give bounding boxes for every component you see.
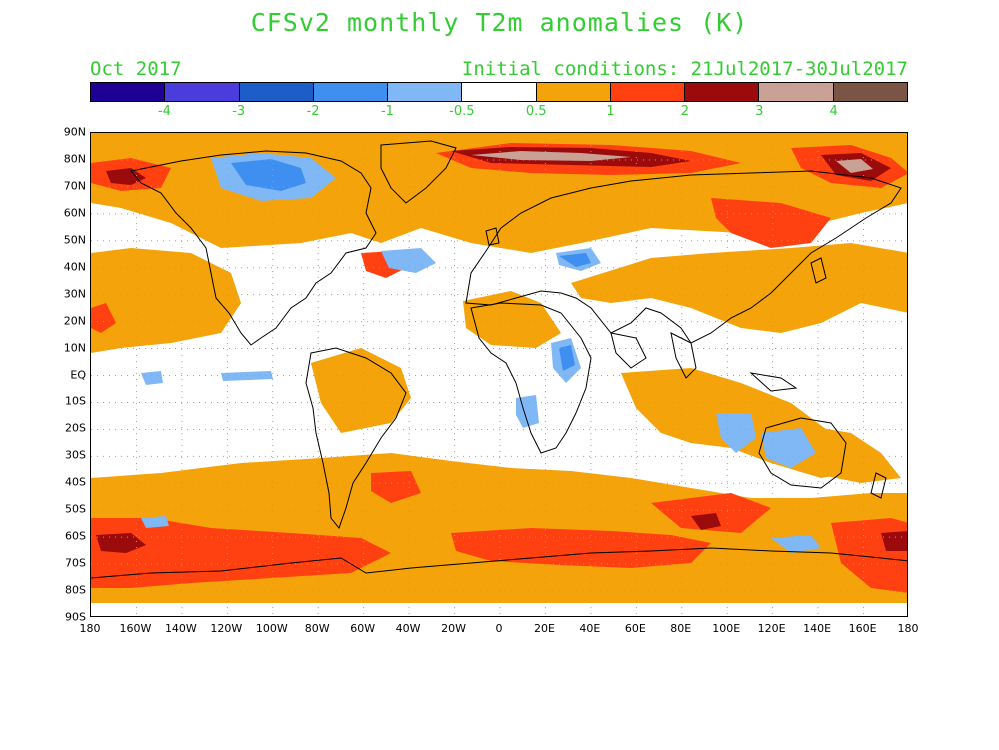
latitude-label: 50S xyxy=(65,502,86,516)
colorbar-swatch xyxy=(536,83,611,101)
longitude-label: 140E xyxy=(803,622,832,635)
longitude-label: 20E xyxy=(533,622,555,635)
colorbar-swatch xyxy=(313,83,389,101)
colorbar-swatch xyxy=(462,83,537,101)
colorbar-tick-label: -2 xyxy=(306,104,320,119)
colorbar-swatch xyxy=(165,83,240,101)
map-title: CFSv2 monthly T2m anomalies (K) xyxy=(250,8,749,37)
anomaly-warm-2 xyxy=(91,143,907,593)
latitude-label: 90N xyxy=(63,125,86,139)
latitude-label: 80S xyxy=(65,583,86,597)
latitude-label: 60S xyxy=(65,529,86,543)
initial-conditions: Initial conditions: 21Jul2017-30Jul2017 xyxy=(461,58,908,80)
latitude-label: 70S xyxy=(65,556,86,570)
valid-month: Oct 2017 xyxy=(90,58,182,80)
latitude-label: EQ xyxy=(70,368,86,381)
colorbar-tick-label: -4 xyxy=(157,104,171,119)
longitude-label: 180 xyxy=(79,622,101,635)
longitude-label: 100W xyxy=(255,622,288,635)
longitude-label: 80W xyxy=(304,622,330,635)
longitude-label: 60W xyxy=(350,622,376,635)
anomaly-cool-1 xyxy=(231,159,591,371)
longitude-label: 40E xyxy=(579,622,601,635)
colorbar-swatch xyxy=(91,83,166,101)
latitude-label: 70N xyxy=(63,179,86,193)
colorbar-swatch xyxy=(685,83,760,101)
graticule xyxy=(91,133,907,616)
latitude-label: 90S xyxy=(65,610,86,624)
colorbar-tick-label: 4 xyxy=(829,104,838,119)
colorbar-swatch xyxy=(833,83,907,101)
colorbar-tick-label: 0.5 xyxy=(525,104,547,119)
longitude-label: 0 xyxy=(495,622,503,635)
longitude-label: 120E xyxy=(757,622,786,635)
colorbar-tick-label: 2 xyxy=(680,104,690,119)
longitude-label: 40W xyxy=(395,622,421,635)
latitude-label: 20N xyxy=(63,314,86,328)
anomaly-map xyxy=(90,132,908,617)
latitude-label: 40S xyxy=(65,475,86,489)
latitude-label: 50N xyxy=(63,233,86,247)
colorbar-legend xyxy=(90,82,908,102)
latitude-label: 30N xyxy=(63,287,86,301)
longitude-label: 60E xyxy=(624,622,646,635)
longitude-label: 160E xyxy=(848,622,877,635)
latitude-label: 10S xyxy=(65,394,86,408)
colorbar-swatch xyxy=(388,83,463,101)
colorbar-tick-label: -1 xyxy=(380,104,394,119)
colorbar-tick-label: 3 xyxy=(755,104,764,119)
latitude-label: 20S xyxy=(65,421,86,435)
latitude-label: 10N xyxy=(63,341,86,355)
longitude-label: 140W xyxy=(164,622,197,635)
colorbar-tick-label: 1 xyxy=(606,104,615,119)
colorbar-swatch xyxy=(759,83,834,101)
longitude-label: 180 xyxy=(897,622,919,635)
latitude-label: 60N xyxy=(63,206,86,220)
latitude-label: 80N xyxy=(63,152,86,166)
map-canvas xyxy=(91,133,907,616)
colorbar-labels: -4 -3 -2 -1 -0.5 0.5 1 2 3 4 xyxy=(90,104,908,122)
colorbar-swatch xyxy=(610,83,686,101)
colorbar-swatch xyxy=(239,83,314,101)
longitude-label: 80E xyxy=(670,622,692,635)
colorbar-tick-label: -3 xyxy=(232,104,246,119)
longitude-label: 100E xyxy=(712,622,741,635)
longitude-label: 160W xyxy=(119,622,152,635)
latitude-label: 40N xyxy=(63,260,86,274)
colorbar-tick-label: -0.5 xyxy=(449,104,475,119)
longitude-label: 120W xyxy=(210,622,243,635)
coastlines xyxy=(91,140,907,579)
latitude-label: 30S xyxy=(65,448,86,462)
longitude-label: 20W xyxy=(441,622,466,635)
